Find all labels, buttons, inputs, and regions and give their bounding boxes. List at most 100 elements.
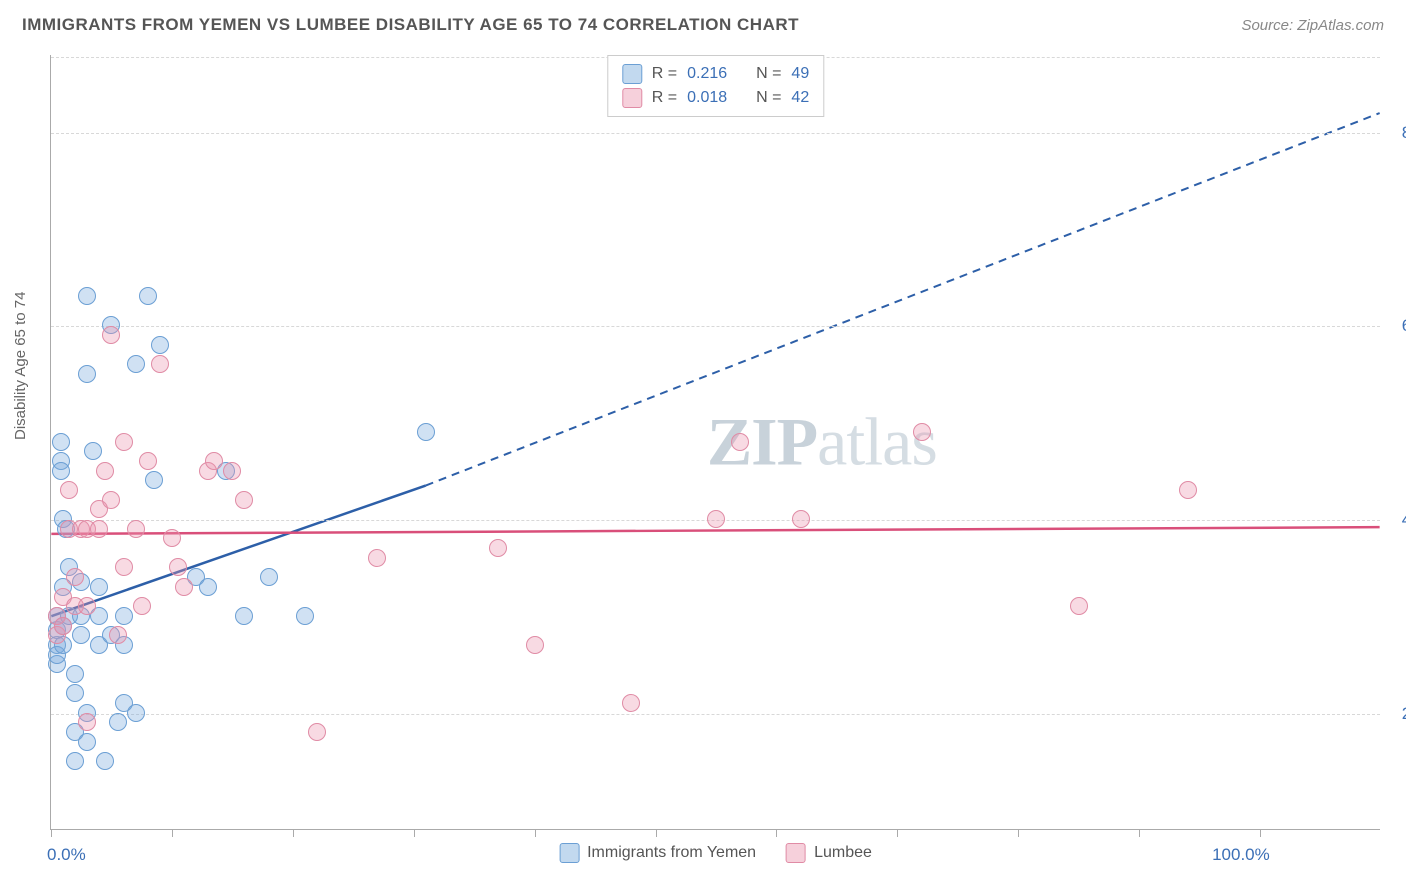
legend-swatch bbox=[786, 843, 806, 863]
data-point bbox=[368, 549, 386, 567]
x-tick bbox=[51, 829, 52, 837]
y-tick-label: 80.0% bbox=[1390, 123, 1406, 143]
x-tick bbox=[897, 829, 898, 837]
data-point bbox=[913, 423, 931, 441]
legend-swatch bbox=[559, 843, 579, 863]
data-point bbox=[163, 529, 181, 547]
data-point bbox=[223, 462, 241, 480]
series-legend: Immigrants from Yemen Lumbee bbox=[559, 843, 872, 863]
data-point bbox=[115, 607, 133, 625]
correlation-legend: R = 0.216 N = 49 R = 0.018 N = 42 bbox=[607, 55, 824, 117]
legend-label: Immigrants from Yemen bbox=[587, 844, 756, 862]
x-tick bbox=[776, 829, 777, 837]
n-label: N = bbox=[756, 89, 781, 107]
data-point bbox=[139, 452, 157, 470]
data-point bbox=[235, 491, 253, 509]
data-point bbox=[308, 723, 326, 741]
x-tick-label: 0.0% bbox=[47, 845, 86, 865]
legend-item: Lumbee bbox=[786, 843, 872, 863]
x-tick bbox=[172, 829, 173, 837]
x-tick bbox=[535, 829, 536, 837]
data-point bbox=[133, 597, 151, 615]
data-point bbox=[90, 520, 108, 538]
gridline bbox=[51, 714, 1380, 715]
data-point bbox=[792, 510, 810, 528]
data-point bbox=[78, 597, 96, 615]
legend-row: R = 0.018 N = 42 bbox=[622, 86, 809, 110]
data-point bbox=[127, 520, 145, 538]
data-point bbox=[66, 568, 84, 586]
data-point bbox=[52, 433, 70, 451]
chart-title: IMMIGRANTS FROM YEMEN VS LUMBEE DISABILI… bbox=[22, 15, 799, 35]
n-label: N = bbox=[756, 65, 781, 83]
y-tick-label: 20.0% bbox=[1390, 704, 1406, 724]
x-tick bbox=[414, 829, 415, 837]
data-point bbox=[260, 568, 278, 586]
data-point bbox=[66, 752, 84, 770]
data-point bbox=[417, 423, 435, 441]
legend-label: Lumbee bbox=[814, 844, 872, 862]
data-point bbox=[489, 539, 507, 557]
data-point bbox=[707, 510, 725, 528]
x-tick bbox=[1260, 829, 1261, 837]
x-tick bbox=[1018, 829, 1019, 837]
source-attribution: Source: ZipAtlas.com bbox=[1241, 17, 1384, 34]
y-tick-label: 40.0% bbox=[1390, 510, 1406, 530]
data-point bbox=[102, 326, 120, 344]
data-point bbox=[526, 636, 544, 654]
data-point bbox=[72, 626, 90, 644]
data-point bbox=[151, 336, 169, 354]
data-point bbox=[731, 433, 749, 451]
data-point bbox=[199, 578, 217, 596]
x-tick bbox=[1139, 829, 1140, 837]
data-point bbox=[96, 752, 114, 770]
gridline bbox=[51, 133, 1380, 134]
data-point bbox=[78, 287, 96, 305]
data-point bbox=[66, 665, 84, 683]
data-point bbox=[84, 442, 102, 460]
n-value: 42 bbox=[791, 89, 809, 107]
data-point bbox=[622, 694, 640, 712]
data-point bbox=[96, 462, 114, 480]
data-point bbox=[235, 607, 253, 625]
n-value: 49 bbox=[791, 65, 809, 83]
data-point bbox=[127, 704, 145, 722]
data-point bbox=[78, 733, 96, 751]
data-point bbox=[139, 287, 157, 305]
r-value: 0.216 bbox=[687, 65, 727, 83]
data-point bbox=[109, 626, 127, 644]
data-point bbox=[60, 481, 78, 499]
r-label: R = bbox=[652, 89, 677, 107]
r-value: 0.018 bbox=[687, 89, 727, 107]
legend-row: R = 0.216 N = 49 bbox=[622, 62, 809, 86]
r-label: R = bbox=[652, 65, 677, 83]
data-point bbox=[78, 365, 96, 383]
data-point bbox=[115, 433, 133, 451]
data-point bbox=[205, 452, 223, 470]
y-tick-label: 60.0% bbox=[1390, 316, 1406, 336]
data-point bbox=[115, 558, 133, 576]
data-point bbox=[169, 558, 187, 576]
plot-area: ZIPatlas R =0.216 N =49R =0.018 N =42 Im… bbox=[50, 55, 1380, 830]
data-point bbox=[296, 607, 314, 625]
x-tick-label: 100.0% bbox=[1212, 845, 1270, 865]
x-tick bbox=[656, 829, 657, 837]
data-point bbox=[52, 462, 70, 480]
gridline bbox=[51, 326, 1380, 327]
data-point bbox=[54, 617, 72, 635]
data-point bbox=[109, 713, 127, 731]
data-point bbox=[90, 578, 108, 596]
data-point bbox=[145, 471, 163, 489]
legend-swatch bbox=[622, 64, 642, 84]
legend-swatch bbox=[622, 88, 642, 108]
data-point bbox=[1070, 597, 1088, 615]
data-point bbox=[1179, 481, 1197, 499]
data-point bbox=[66, 684, 84, 702]
data-point bbox=[151, 355, 169, 373]
y-axis-label: Disability Age 65 to 74 bbox=[12, 292, 29, 440]
data-point bbox=[127, 355, 145, 373]
data-point bbox=[78, 713, 96, 731]
x-tick bbox=[293, 829, 294, 837]
legend-item: Immigrants from Yemen bbox=[559, 843, 756, 863]
data-point bbox=[102, 491, 120, 509]
